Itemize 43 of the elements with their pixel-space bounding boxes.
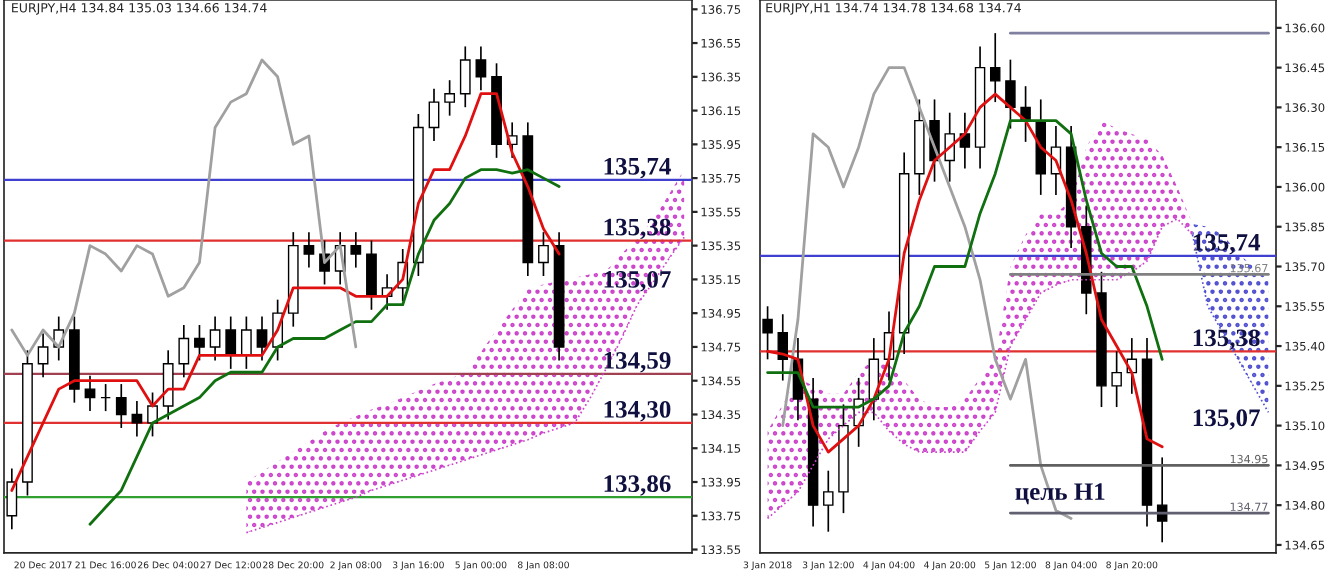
candlestick xyxy=(6,467,18,531)
candlestick xyxy=(459,45,471,109)
candlestick xyxy=(823,469,834,533)
annotation: цель H1 xyxy=(1015,483,1105,505)
candlestick xyxy=(225,315,237,370)
candlestick xyxy=(428,87,440,142)
candlestick xyxy=(100,383,112,412)
candlestick xyxy=(350,231,362,269)
candlestick xyxy=(989,32,1001,103)
ref-line-label: 134,30 xyxy=(604,400,671,422)
candlestick xyxy=(84,374,96,412)
ref-line-label: 135,38 xyxy=(604,218,671,240)
annotation: 135,07 xyxy=(604,270,671,292)
ref-line-label: 134,59 xyxy=(604,352,671,373)
candlestick xyxy=(444,79,456,117)
candlestick xyxy=(944,111,955,183)
ref-line-label: 135,38 xyxy=(1193,329,1260,350)
candlestick xyxy=(115,383,127,429)
line-series xyxy=(10,58,358,357)
candlestick xyxy=(194,324,205,362)
candlestick xyxy=(147,391,158,438)
candlestick xyxy=(131,400,143,438)
line-series xyxy=(781,66,1073,520)
candlestick xyxy=(256,315,268,362)
candlestick xyxy=(1111,350,1122,408)
candlestick xyxy=(366,239,377,311)
candlestick xyxy=(538,231,549,277)
candlestick xyxy=(162,349,174,421)
candlestick xyxy=(475,45,487,92)
line-series xyxy=(766,217,1194,520)
candlestick xyxy=(240,315,252,370)
line-series xyxy=(88,168,561,526)
candlestick xyxy=(1005,58,1016,130)
ref-line-label: 135,74 xyxy=(604,157,671,179)
annotation: 135,07 xyxy=(1193,409,1260,430)
candlestick xyxy=(37,332,49,379)
candlestick xyxy=(303,231,315,269)
candlestick xyxy=(178,324,190,379)
ref-line-label: 133,86 xyxy=(604,475,671,496)
candlestick xyxy=(209,315,221,362)
ref-line-label: 135,74 xyxy=(1193,234,1261,255)
candlestick xyxy=(762,305,773,361)
line-series xyxy=(245,236,686,534)
